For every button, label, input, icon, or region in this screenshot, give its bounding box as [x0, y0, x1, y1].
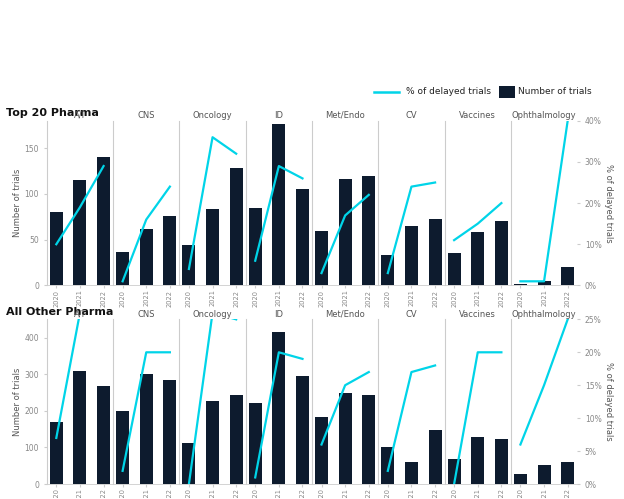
Text: Number of trials: Number of trials [518, 87, 592, 96]
Bar [97, 386, 110, 484]
Bar [182, 443, 195, 484]
Text: % of delayed trials: % of delayed trials [406, 87, 490, 96]
Bar [363, 176, 375, 285]
Title: CV: CV [406, 309, 417, 318]
Bar [447, 459, 461, 484]
Bar [561, 267, 574, 285]
Text: Figure 1. Trial completions and annual delay rates (2020-2022), by sponsor type : Figure 1. Trial completions and annual d… [24, 62, 600, 72]
Bar [315, 231, 328, 285]
Bar [272, 124, 285, 285]
Bar [230, 168, 243, 285]
Bar [50, 212, 63, 285]
Bar [405, 462, 418, 484]
Bar [381, 447, 394, 484]
Bar [97, 157, 110, 285]
Title: A/I: A/I [74, 111, 85, 120]
Title: Ophthalmology: Ophthalmology [512, 309, 577, 318]
Bar [429, 430, 442, 484]
Bar [447, 253, 461, 285]
Title: Vaccines: Vaccines [459, 111, 496, 120]
Title: ID: ID [275, 111, 283, 120]
Bar [206, 209, 219, 285]
Bar [514, 283, 527, 285]
Bar [249, 403, 261, 484]
Bar [471, 437, 484, 484]
Bar [495, 222, 508, 285]
Bar [163, 380, 177, 484]
Title: Oncology: Oncology [193, 309, 232, 318]
Y-axis label: Number of trials: Number of trials [13, 169, 22, 238]
Bar [339, 393, 352, 484]
Bar [140, 229, 153, 285]
Bar [230, 395, 243, 484]
Y-axis label: % of delayed trials: % of delayed trials [604, 164, 613, 243]
Bar [116, 411, 129, 484]
Bar [537, 465, 550, 484]
Text: All Other Pharma: All Other Pharma [6, 307, 114, 317]
Bar [499, 86, 515, 98]
Bar [561, 462, 574, 484]
Bar [249, 208, 261, 285]
Title: A/I: A/I [74, 309, 85, 318]
Bar [163, 216, 177, 285]
Bar [495, 440, 508, 484]
Title: Met/Endo: Met/Endo [325, 309, 365, 318]
Title: Oncology: Oncology [193, 111, 232, 120]
Bar [405, 226, 418, 285]
Title: CV: CV [406, 111, 417, 120]
Title: Ophthalmology: Ophthalmology [512, 111, 577, 120]
Bar [315, 417, 328, 484]
Bar [429, 219, 442, 285]
Title: CNS: CNS [137, 111, 155, 120]
Bar [272, 332, 285, 484]
Title: ID: ID [275, 309, 283, 318]
Title: CNS: CNS [137, 309, 155, 318]
Bar [116, 251, 129, 285]
Bar [182, 245, 195, 285]
Bar [140, 374, 153, 484]
Bar [74, 371, 87, 484]
Title: Met/Endo: Met/Endo [325, 111, 365, 120]
Bar [537, 281, 550, 285]
Bar [514, 474, 527, 484]
Bar [74, 180, 87, 285]
Bar [381, 255, 394, 285]
Bar [363, 396, 375, 484]
Bar [296, 190, 309, 285]
Bar [296, 376, 309, 484]
Text: Top 20 Pharma: Top 20 Pharma [6, 108, 99, 118]
Bar [339, 179, 352, 285]
Y-axis label: % of delayed trials: % of delayed trials [603, 362, 613, 441]
Bar [206, 401, 219, 484]
Y-axis label: Number of trials: Number of trials [12, 367, 22, 436]
Bar [471, 233, 484, 285]
Bar [50, 422, 63, 484]
Title: Vaccines: Vaccines [459, 309, 496, 318]
